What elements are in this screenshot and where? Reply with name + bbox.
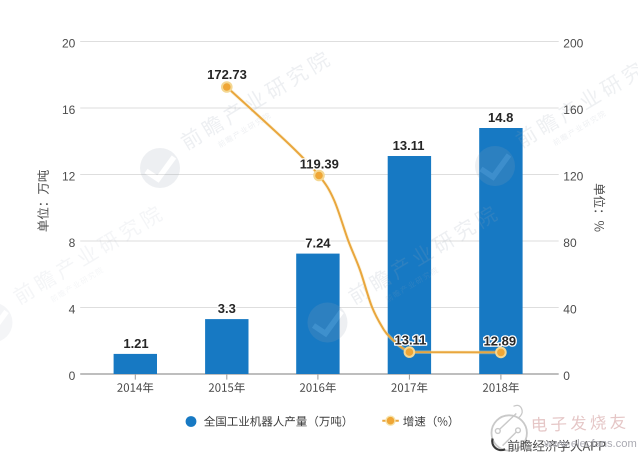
svg-text:20: 20	[62, 37, 76, 51]
svg-text:13.11: 13.11	[394, 333, 426, 348]
svg-text:3.3: 3.3	[218, 301, 236, 316]
svg-text:80: 80	[563, 236, 577, 250]
svg-text:1.21: 1.21	[123, 336, 148, 351]
svg-text:172.73: 172.73	[207, 67, 247, 82]
svg-text:120: 120	[563, 170, 583, 184]
svg-text:119.39: 119.39	[300, 157, 339, 172]
svg-text:12: 12	[62, 170, 76, 184]
svg-text:0: 0	[69, 369, 76, 383]
svg-text:4: 4	[69, 303, 76, 317]
svg-text:160: 160	[563, 103, 583, 117]
svg-text:0: 0	[563, 369, 570, 383]
svg-text:200: 200	[563, 37, 583, 51]
svg-text:14.8: 14.8	[488, 110, 513, 125]
svg-text:7.24: 7.24	[305, 236, 331, 251]
svg-text:13.11: 13.11	[393, 138, 425, 153]
svg-text:8: 8	[69, 236, 76, 250]
svg-text:www.elecfans.com: www.elecfans.com	[543, 438, 637, 450]
svg-text:40: 40	[563, 303, 577, 317]
svg-text:12.89: 12.89	[484, 333, 517, 348]
svg-text:16: 16	[62, 103, 76, 117]
